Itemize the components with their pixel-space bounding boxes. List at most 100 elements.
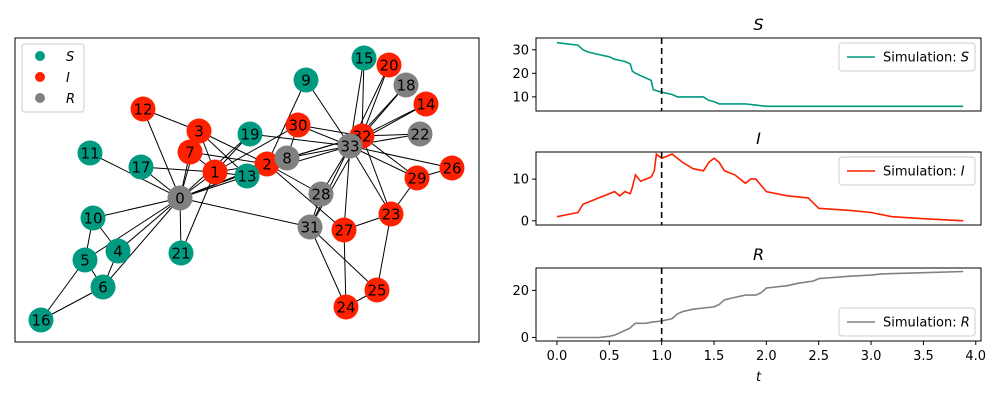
network-node-label: 28 bbox=[311, 186, 330, 204]
network-node-label: 8 bbox=[282, 150, 292, 168]
network-edge bbox=[117, 197, 181, 252]
y-tick-label: 30 bbox=[512, 43, 529, 58]
network-node-label: 17 bbox=[131, 159, 150, 177]
y-tick-label: 0 bbox=[521, 214, 529, 229]
panel-frame bbox=[535, 37, 982, 112]
network-node-marker bbox=[337, 133, 363, 159]
network-node-marker bbox=[237, 121, 263, 147]
network-node-label: 11 bbox=[80, 145, 99, 163]
series-legend-box bbox=[838, 156, 976, 186]
panel-frame bbox=[535, 151, 982, 226]
network-node: 15 bbox=[351, 45, 377, 71]
network-node: 29 bbox=[404, 165, 430, 191]
network-node-marker bbox=[167, 185, 193, 211]
network-edge bbox=[361, 135, 392, 215]
network-node-marker bbox=[254, 151, 280, 177]
network-node: 14 bbox=[413, 91, 439, 117]
network-node-label: 27 bbox=[334, 222, 353, 240]
network-edge bbox=[180, 171, 216, 254]
y-tick-label: 10 bbox=[512, 90, 529, 105]
network-edge bbox=[266, 163, 345, 231]
network-node-label: 31 bbox=[300, 219, 319, 237]
network-node-marker bbox=[364, 277, 390, 303]
y-tick-label: 20 bbox=[512, 67, 529, 82]
legend-label-r: R bbox=[66, 92, 75, 107]
network-node: 13 bbox=[234, 163, 260, 189]
series-legend-box bbox=[838, 307, 976, 337]
network-node: 8 bbox=[274, 145, 300, 171]
series-legend-label: Simulation: I bbox=[883, 165, 965, 180]
network-node-marker bbox=[407, 121, 433, 147]
x-tick-label: 3.0 bbox=[861, 349, 882, 364]
network-node-label: 14 bbox=[416, 96, 435, 114]
network-node-label: 20 bbox=[379, 57, 398, 75]
network-node-marker bbox=[90, 274, 116, 300]
i-timeseries-panel: I 0 10 Simulation: I bbox=[512, 129, 982, 229]
panel-title: R bbox=[753, 245, 764, 264]
network-node-marker bbox=[128, 154, 154, 180]
x-tick-label: 3.5 bbox=[913, 349, 934, 364]
x-tick-label: 0.0 bbox=[547, 349, 568, 364]
network-node: 30 bbox=[285, 112, 311, 138]
network-node: 3 bbox=[186, 118, 212, 144]
network-node-label: 19 bbox=[240, 126, 259, 144]
network-edge bbox=[309, 226, 347, 308]
network-node: 7 bbox=[177, 139, 203, 165]
network-node: 28 bbox=[308, 181, 334, 207]
network-node: 6 bbox=[90, 274, 116, 300]
network-node-marker bbox=[376, 52, 402, 78]
network-node: 25 bbox=[364, 277, 390, 303]
network-node-label: 0 bbox=[175, 190, 185, 208]
network-edge bbox=[142, 108, 181, 199]
legend-marker-s bbox=[35, 51, 45, 61]
series-legend-label: Simulation: S bbox=[883, 51, 969, 66]
network-edge bbox=[343, 229, 347, 308]
series-line bbox=[556, 152, 964, 222]
network-node: 16 bbox=[28, 307, 54, 333]
network-edge bbox=[198, 130, 268, 165]
network-edge bbox=[343, 145, 351, 231]
network-node: 26 bbox=[439, 155, 465, 181]
network-node-marker bbox=[413, 91, 439, 117]
y-tick-label: 20 bbox=[512, 284, 529, 299]
network-node-marker bbox=[234, 163, 260, 189]
network-legend-entry-s: S bbox=[35, 50, 74, 65]
network-node-marker bbox=[404, 165, 430, 191]
network-node: 1 bbox=[202, 159, 228, 185]
s-timeseries-panel: S 10 20 30 Simulation: S bbox=[512, 15, 982, 112]
y-tick-label: 0 bbox=[521, 331, 529, 346]
network-node: 27 bbox=[331, 217, 357, 243]
x-tick-label: 1.5 bbox=[704, 349, 725, 364]
panel-frame bbox=[535, 267, 982, 342]
network-node: 31 bbox=[297, 214, 323, 240]
network-node-marker bbox=[331, 217, 357, 243]
network-node: 22 bbox=[407, 121, 433, 147]
network-legend-entry-i: I bbox=[35, 71, 70, 86]
network-node-label: 24 bbox=[336, 299, 355, 317]
network-node-label: 25 bbox=[367, 282, 386, 300]
network-node-label: 2 bbox=[262, 156, 272, 174]
x-tick-label: 1.0 bbox=[651, 349, 672, 364]
network-edge bbox=[84, 197, 181, 261]
network-node-label: 4 bbox=[113, 243, 123, 261]
network-node-marker bbox=[297, 214, 323, 240]
network-node-marker bbox=[130, 96, 156, 122]
network-node-marker bbox=[378, 201, 404, 227]
network-node: 0 bbox=[167, 185, 193, 211]
network-node-label: 33 bbox=[340, 138, 359, 156]
network-node-marker bbox=[28, 307, 54, 333]
network-node: 19 bbox=[237, 121, 263, 147]
network-node-label: 16 bbox=[31, 312, 50, 330]
network-node-label: 23 bbox=[381, 206, 400, 224]
network-node-label: 5 bbox=[80, 252, 90, 270]
network-edge bbox=[349, 145, 392, 215]
network-node-marker bbox=[177, 139, 203, 165]
network-legend: S I R bbox=[21, 43, 85, 113]
network-edge bbox=[349, 145, 453, 169]
network-node-label: 3 bbox=[194, 123, 204, 141]
network-legend-entry-r: R bbox=[35, 92, 75, 107]
network-node-marker bbox=[439, 155, 465, 181]
network-node: 11 bbox=[77, 140, 103, 166]
